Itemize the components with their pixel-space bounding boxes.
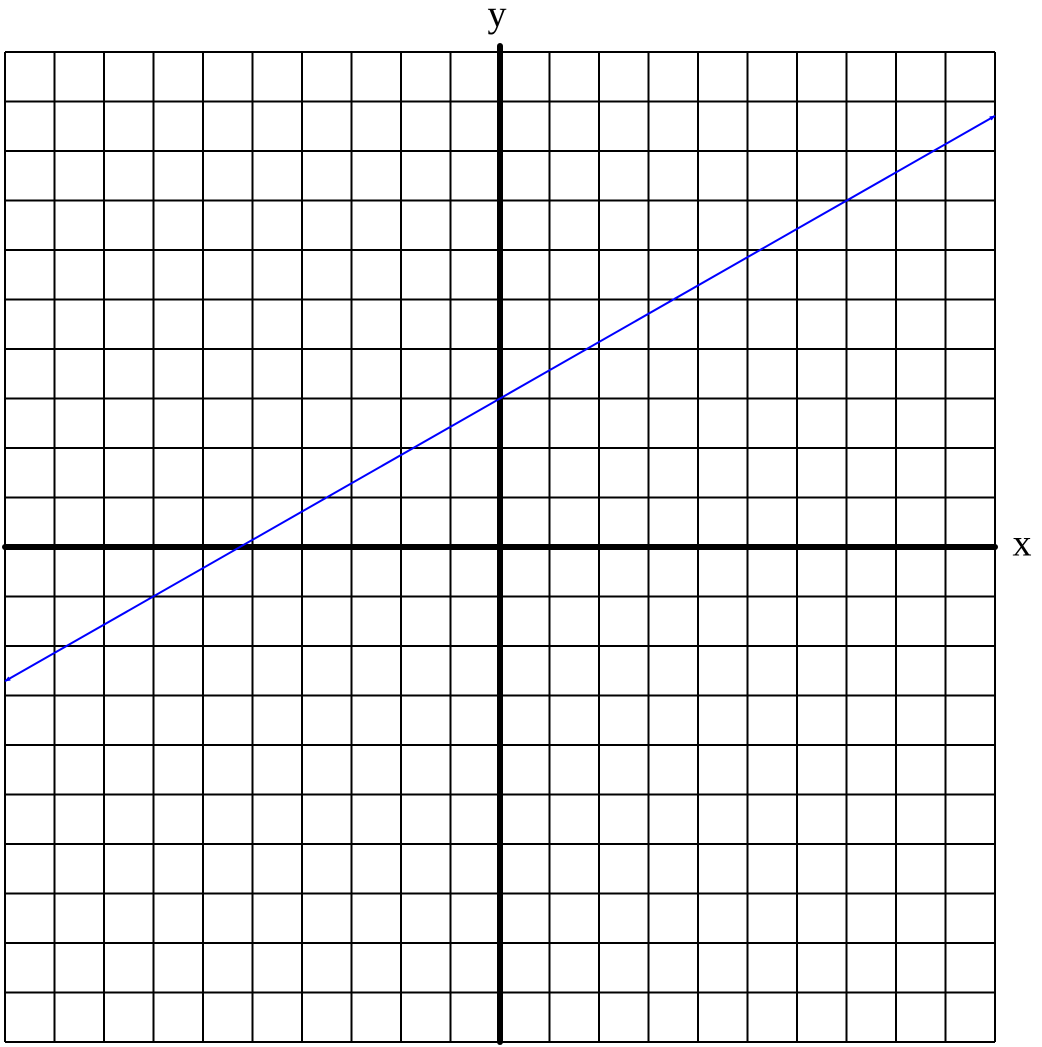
x-axis-label: x [1013, 523, 1032, 565]
y-axis-label: y [488, 0, 507, 36]
data-line [4, 114, 996, 683]
